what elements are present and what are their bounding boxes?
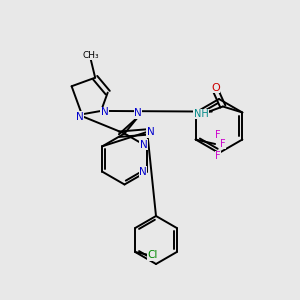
Text: O: O: [211, 82, 220, 93]
Text: NH: NH: [194, 109, 208, 119]
Text: N: N: [76, 112, 83, 122]
Text: N: N: [140, 140, 148, 150]
Text: CH₃: CH₃: [82, 51, 99, 60]
Text: Cl: Cl: [147, 250, 158, 260]
Text: F: F: [220, 139, 225, 149]
Text: F: F: [215, 151, 221, 161]
Text: N: N: [147, 127, 154, 137]
Text: N: N: [134, 108, 142, 118]
Text: N: N: [101, 107, 109, 117]
Text: N: N: [139, 167, 147, 177]
Text: F: F: [215, 130, 221, 140]
